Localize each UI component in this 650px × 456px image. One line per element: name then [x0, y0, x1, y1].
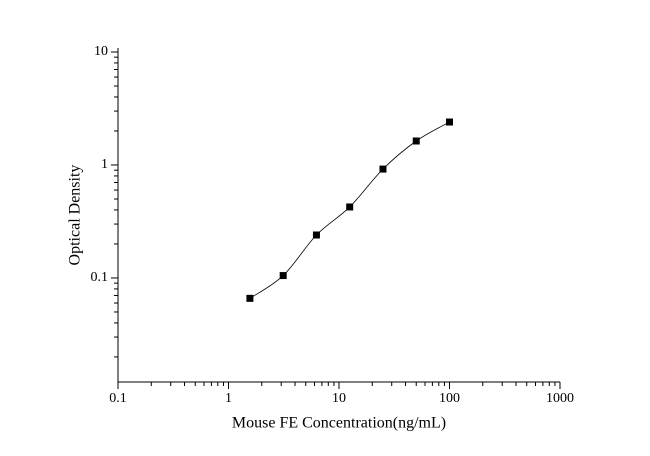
y-tick-label: 10 — [94, 44, 108, 59]
x-tick-label: 100 — [439, 391, 460, 406]
x-tick-label: 1000 — [546, 391, 574, 406]
x-tick-label: 10 — [332, 391, 346, 406]
point — [346, 203, 354, 211]
x-tick-label: 0.1 — [109, 391, 127, 406]
point — [446, 118, 453, 126]
x-axis-title: Mouse FE Concentration(ng/mL) — [232, 415, 446, 432]
y-tick-label: 1 — [101, 157, 108, 172]
point — [246, 294, 254, 302]
point — [412, 137, 420, 145]
x-tick-label: 1 — [225, 391, 232, 406]
y-tick-label: 0.1 — [91, 270, 109, 285]
point — [312, 231, 320, 239]
y-axis-title: Optical Density — [67, 165, 84, 266]
point — [379, 165, 387, 173]
point — [279, 272, 287, 280]
